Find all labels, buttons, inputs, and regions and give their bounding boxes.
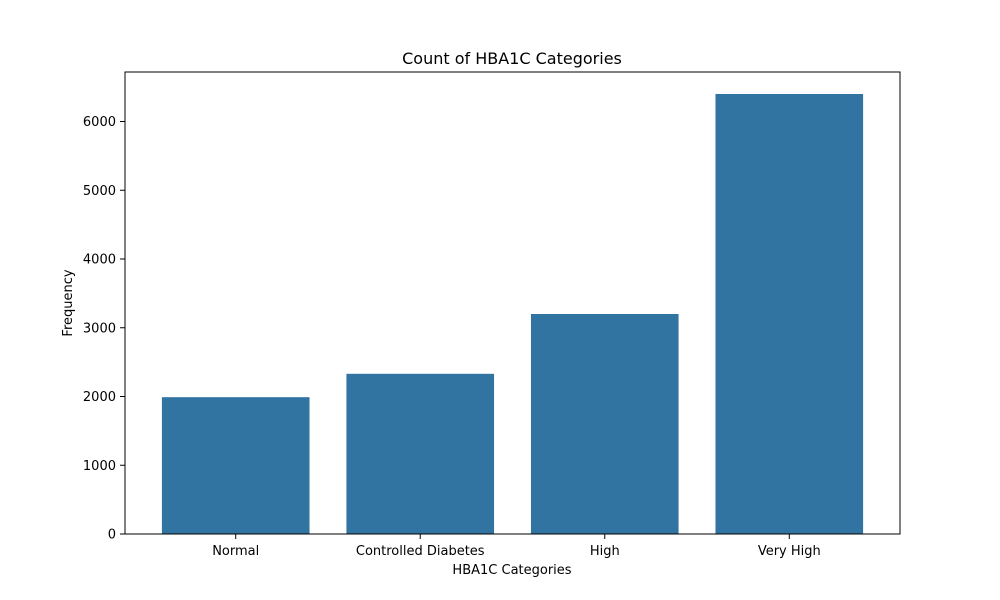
- chart-title: Count of HBA1C Categories: [402, 49, 622, 68]
- y-axis: 0 1000 2000 3000 4000 5000 6000: [83, 115, 125, 543]
- bars-layer: [161, 94, 864, 534]
- y-tick-label: 3000: [83, 321, 116, 336]
- x-tick-label: Normal: [212, 544, 259, 559]
- bar-3: [715, 94, 864, 534]
- y-tick-label: 6000: [83, 115, 116, 130]
- x-axis: Normal Controlled Diabetes High Very High: [212, 534, 821, 559]
- y-tick-label: 0: [108, 528, 116, 543]
- y-tick-label: 5000: [83, 184, 116, 199]
- plot-area-frame: [124, 71, 901, 535]
- x-tick-label: High: [590, 544, 620, 559]
- bar-0: [161, 397, 310, 534]
- bar-2: [530, 314, 679, 534]
- y-axis-label: Frequency: [61, 269, 76, 336]
- y-tick-label: 1000: [83, 459, 116, 474]
- x-axis-label: HBA1C Categories: [452, 563, 571, 578]
- y-tick-label: 4000: [83, 253, 116, 268]
- x-tick-label: Very High: [758, 544, 821, 559]
- x-tick-label: Controlled Diabetes: [356, 544, 485, 559]
- bar-1: [346, 373, 495, 534]
- y-tick-label: 2000: [83, 390, 116, 405]
